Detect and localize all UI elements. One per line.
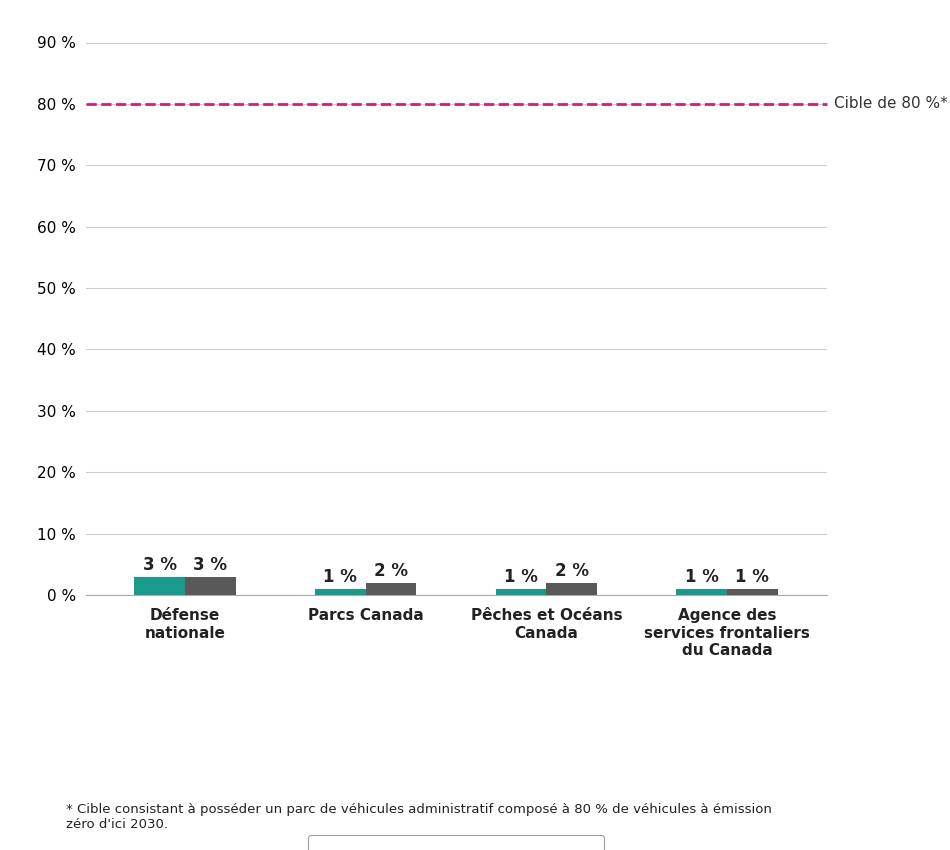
Bar bbox=[134, 576, 185, 595]
Text: 1 %: 1 % bbox=[323, 569, 357, 586]
Text: 1 %: 1 % bbox=[504, 569, 538, 586]
Text: Cible de 80 %*: Cible de 80 %* bbox=[834, 96, 948, 111]
Text: 1 %: 1 % bbox=[685, 569, 719, 586]
Text: 3 %: 3 % bbox=[193, 556, 227, 574]
Bar bbox=[676, 589, 727, 595]
Bar bbox=[496, 589, 546, 595]
Text: 1 %: 1 % bbox=[735, 569, 770, 586]
Bar bbox=[315, 589, 366, 595]
Text: * Cible consistant à posséder un parc de véhicules administratif composé à 80 % : * Cible consistant à posséder un parc de… bbox=[66, 803, 772, 831]
Legend: 2020-2021, 2021-2022: 2020-2021, 2021-2022 bbox=[308, 835, 604, 850]
Bar bbox=[727, 589, 778, 595]
Bar bbox=[185, 576, 236, 595]
Bar bbox=[366, 583, 416, 595]
Text: 2 %: 2 % bbox=[555, 562, 589, 581]
Text: 2 %: 2 % bbox=[374, 562, 408, 581]
Text: 3 %: 3 % bbox=[142, 556, 177, 574]
Bar bbox=[546, 583, 597, 595]
